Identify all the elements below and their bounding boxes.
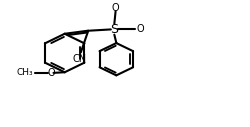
Text: O: O — [136, 24, 144, 34]
Text: CN: CN — [72, 54, 86, 64]
Text: S: S — [110, 23, 118, 36]
Text: O: O — [47, 68, 55, 78]
Text: O: O — [111, 3, 119, 13]
Text: CH₃: CH₃ — [16, 68, 33, 77]
